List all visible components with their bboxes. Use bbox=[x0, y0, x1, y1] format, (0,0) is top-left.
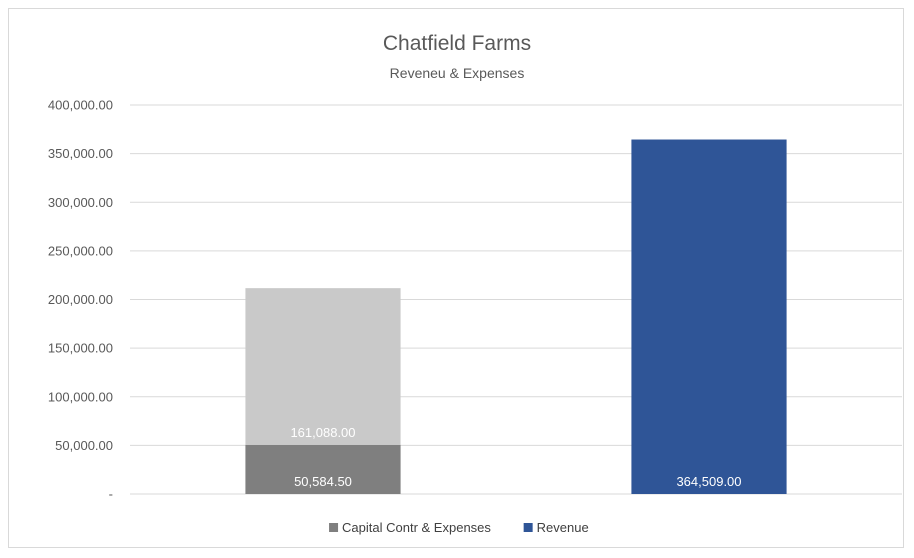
y-axis-tick-labels: - 50,000.00 100,000.00 150,000.00 200,000.00… bbox=[48, 98, 113, 502]
chart-frame: Chatfield Farms Reveneu & Expenses - 50,0… bbox=[8, 8, 904, 548]
y-tick-label: 250,000.00 bbox=[48, 243, 113, 258]
data-label: 161,088.00 bbox=[290, 425, 355, 440]
data-label: 50,584.50 bbox=[294, 474, 352, 489]
data-labels: 50,584.50 161,088.00 364,509.00 bbox=[290, 425, 741, 489]
y-tick-label: 200,000.00 bbox=[48, 292, 113, 307]
bars bbox=[245, 139, 787, 494]
y-tick-label: 400,000.00 bbox=[48, 98, 113, 113]
legend-label: Revenue bbox=[537, 520, 589, 535]
y-tick-label: - bbox=[109, 487, 113, 502]
legend: Capital Contr & Expenses Revenue bbox=[329, 520, 589, 535]
legend-swatch bbox=[523, 523, 533, 532]
y-tick-label: 50,000.00 bbox=[55, 438, 113, 453]
bar-series-0-cat-0 bbox=[245, 444, 401, 494]
bar-series-2-cat-1 bbox=[631, 139, 787, 494]
chart-title: Chatfield Farms bbox=[383, 32, 531, 55]
legend-label: Capital Contr & Expenses bbox=[342, 520, 491, 535]
bar-series-1-cat-0 bbox=[245, 288, 401, 445]
chart-svg: Chatfield Farms Reveneu & Expenses - 50,0… bbox=[48, 32, 902, 535]
y-tick-label: 100,000.00 bbox=[48, 389, 113, 404]
y-tick-label: 300,000.00 bbox=[48, 195, 113, 210]
legend-swatch bbox=[329, 523, 339, 532]
y-tick-label: 350,000.00 bbox=[48, 146, 113, 161]
y-tick-label: 150,000.00 bbox=[48, 341, 113, 356]
data-label: 364,509.00 bbox=[676, 474, 741, 489]
chart-subtitle: Reveneu & Expenses bbox=[390, 65, 525, 81]
